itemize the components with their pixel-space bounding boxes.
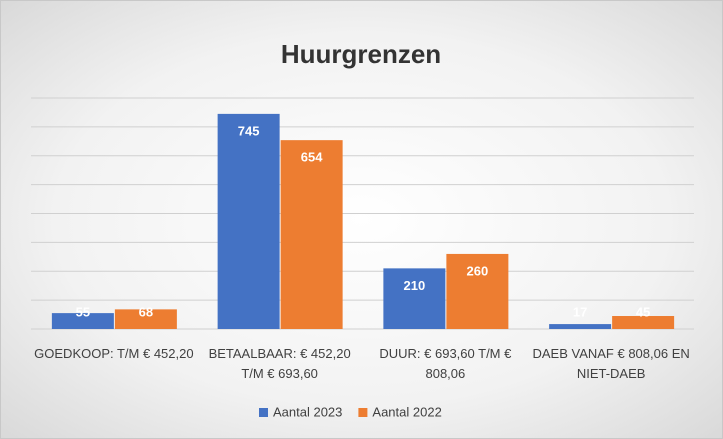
bar [114,309,177,329]
x-tick-label: DAEB VANAF € 808,06 EN NIET-DAEB [532,346,690,381]
legend-swatch [358,408,368,417]
data-label: 210 [404,278,426,293]
data-label: 45 [636,304,650,319]
legend-label: Aantal 2023 [273,404,342,419]
x-tick-label: BETAALBAAR: € 452,20 T/M € 693,60 [208,346,351,381]
x-tick-label: GOEDKOOP: T/M € 452,20 [34,346,194,361]
data-label: 68 [139,304,153,319]
data-label: 55 [76,304,90,319]
data-label: 260 [467,263,489,278]
bar [383,268,446,329]
legend-swatch [259,408,268,417]
bar [549,324,612,329]
bar [612,316,675,329]
bar [217,113,280,329]
data-label: 17 [573,304,587,319]
bar [446,253,509,329]
data-label: 745 [238,123,260,138]
data-label: 654 [301,150,323,165]
bar [280,140,343,329]
chart-title: Huurgrenzen [281,39,441,69]
legend-label: Aantal 2022 [372,404,441,419]
x-tick-label: DUUR: € 693,60 T/M € 808,06 [379,346,512,381]
bar [51,313,114,329]
